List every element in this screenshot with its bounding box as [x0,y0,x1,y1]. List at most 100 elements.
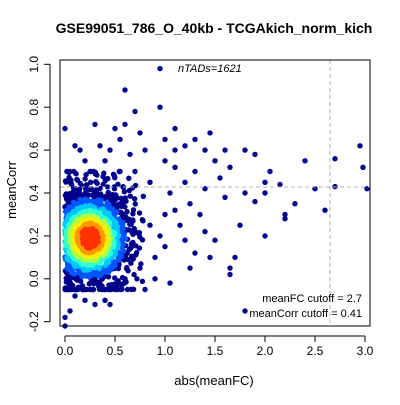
data-point [172,164,178,170]
data-point [167,190,173,196]
data-point [139,217,146,223]
chart-title: GSE99051_786_O_40kb - TCGAkich_norm_kich [56,20,373,36]
data-point [282,216,288,222]
data-point [172,147,178,153]
data-point [292,201,298,207]
x-tick-label: 1.5 [207,344,224,358]
data-point [137,265,143,271]
y-tick-label: 0.0 [27,270,41,287]
data-point [132,201,138,207]
data-point [152,254,158,261]
data-point [94,180,100,186]
data-point [132,108,138,115]
scatter-points [62,65,370,329]
data-point [122,121,128,128]
data-point [157,65,163,72]
data-point [112,275,118,281]
data-point [202,147,208,153]
data-point [162,136,168,143]
data-point [107,301,113,308]
data-point [82,176,88,182]
data-point [157,233,163,239]
data-point [88,168,94,175]
data-point [62,125,68,132]
data-point [139,278,146,284]
data-point [126,187,132,194]
y-tick-label: 0.4 [27,184,41,201]
data-point [72,293,78,299]
data-point [102,158,108,164]
y-axis-label: meanCorr [4,160,19,218]
data-point [126,175,132,181]
data-point [182,179,188,185]
data-point [162,243,168,250]
data-point [242,308,248,314]
data-point [72,143,78,149]
data-point [140,193,146,199]
data-point [131,271,137,278]
data-point [112,175,118,181]
data-point [212,158,218,164]
x-tick-label: 2.5 [307,344,324,358]
x-tick-label: 2.0 [257,344,274,358]
x-tick-label: 3.0 [357,344,374,358]
data-point [107,147,113,153]
data-point [86,234,92,240]
data-point [237,222,243,228]
data-point [147,222,153,228]
data-point [222,194,228,200]
data-point [182,237,188,243]
data-point [167,280,173,286]
data-point [227,265,233,271]
data-point [142,286,148,293]
data-point [88,179,94,185]
data-point [100,181,106,188]
data-point [262,179,268,185]
data-point [147,179,153,185]
data-point [128,260,134,266]
data-point [136,210,143,216]
data-point [207,254,213,261]
y-tick-label: 1.0 [27,56,41,73]
data-point [267,168,273,175]
x-axis-label: abs(meanFC) [174,373,253,388]
data-point [182,143,188,149]
data-point [92,301,98,308]
data-point [162,211,168,218]
data-point [83,171,89,178]
y-tick-label: -0.2 [27,311,41,332]
data-point [117,136,123,143]
data-point [262,190,268,196]
data-point [217,175,223,181]
data-point [277,181,283,188]
data-point [116,168,123,175]
data-point [97,143,103,149]
data-point [128,241,135,247]
data-point [124,209,130,215]
data-point [137,130,143,136]
data-point [79,283,86,289]
data-point [192,168,198,175]
data-point [111,186,118,192]
data-point [63,179,69,185]
data-point [192,250,198,256]
x-tick-label: 1.0 [157,344,174,358]
data-point [124,264,130,271]
data-point [162,158,168,164]
data-point [322,207,328,213]
data-point [187,201,193,207]
meancorr-cutoff-label: meanCorr cutoff = 0.41 [249,308,362,320]
data-point [134,276,140,282]
data-point [119,274,126,281]
data-point [252,198,258,205]
data-point [242,190,248,196]
data-point [102,297,108,303]
data-point [302,158,308,164]
data-point [66,169,72,176]
data-point [262,233,268,239]
data-point [112,125,118,132]
y-axis: -0.2 0.0 0.2 0.4 0.6 0.8 1.0 [27,56,51,332]
data-point [82,158,88,164]
